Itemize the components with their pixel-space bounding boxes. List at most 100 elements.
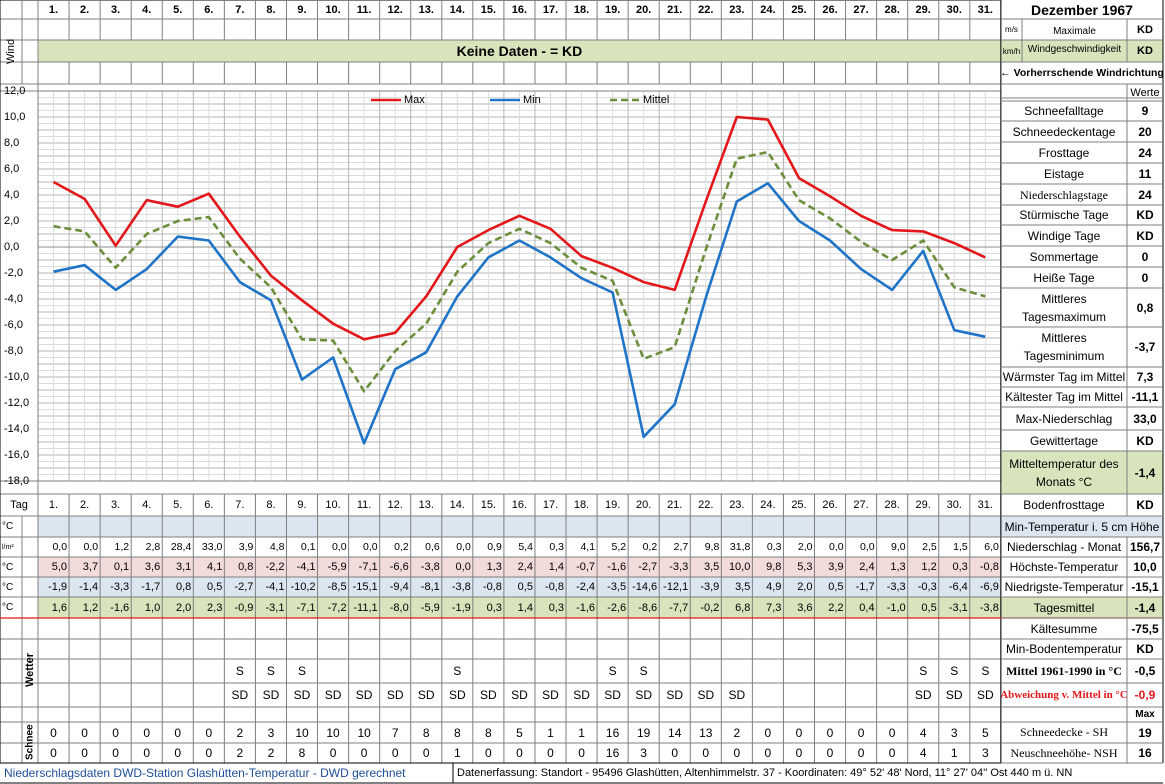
stat-label: Wärmster Tag im Mittel — [1002, 370, 1126, 384]
table-value-mittel: 0,3 — [548, 601, 564, 614]
table-value-min: -3,3 — [110, 581, 130, 593]
stat-value: KD — [1136, 228, 1154, 243]
snow-depth: 0 — [50, 725, 57, 740]
weather-snowcover — [193, 683, 224, 707]
table-value-min: -8,1 — [420, 581, 440, 593]
day-label: 3. — [111, 499, 121, 511]
weather-snowcover: SD — [511, 688, 528, 702]
new-snow-depth: 0 — [205, 746, 213, 760]
table-value-mittel: -3,1 — [265, 601, 285, 614]
new-snow-depth: 0 — [826, 746, 834, 760]
table-value-mittel: -1,6 — [110, 601, 130, 614]
y-tick-label: 10,0 — [4, 111, 26, 123]
weather-snow — [566, 659, 597, 683]
weather-snow: S — [453, 664, 462, 678]
stat-label: Frosttage — [1038, 145, 1090, 160]
table-value-max: -2,2 — [265, 561, 285, 573]
new-snow-depth: 0 — [733, 746, 741, 760]
table-value-nied: 0,1 — [300, 541, 316, 553]
table-value-nied: 0,2 — [642, 541, 658, 553]
stat-value: 20 — [1138, 124, 1152, 139]
snow-depth: 8 — [422, 725, 430, 740]
new-snow-depth: 3 — [981, 746, 989, 760]
new-snow-depth: 0 — [422, 746, 430, 760]
row-label-mittel: Tagesmittel — [1033, 600, 1095, 615]
stat-value: 0 — [1141, 270, 1149, 285]
table-value-min: -1,9 — [48, 581, 68, 593]
table-value-mittel: 2,2 — [828, 601, 844, 614]
day-header: 30. — [946, 3, 962, 16]
weather-snow — [690, 659, 721, 683]
table-value-nied: 0,0 — [52, 541, 68, 553]
snow-depth: 10 — [357, 725, 371, 740]
stat-value: KD — [1136, 498, 1154, 512]
table-value-nied: 3,9 — [238, 541, 254, 553]
y-tick-label: -18,0 — [4, 475, 30, 487]
table-value-mittel: 1,4 — [517, 601, 533, 614]
stat-value: 0,8 — [1136, 300, 1154, 315]
y-tick-label: -8,0 — [4, 345, 23, 357]
table-value-nied: 0,0 — [456, 541, 471, 553]
day-header: 7. — [235, 3, 245, 16]
no-data-band — [38, 40, 1001, 62]
weather-snowcover: SD — [635, 688, 652, 702]
table-value-mittel: 0,3 — [486, 601, 502, 614]
snow-depth: 0 — [205, 725, 213, 740]
y-tick-label: 6,0 — [4, 163, 20, 175]
row-summary-kaelte: -75,5 — [1131, 621, 1159, 636]
weather-snowcover — [783, 683, 814, 707]
stat-label: Schneedeckentage — [1012, 124, 1116, 139]
weather-snow — [473, 659, 504, 683]
max-row-band — [38, 557, 1001, 577]
table-value-max: 0,8 — [238, 561, 254, 573]
table-value-mittel: -7,7 — [669, 601, 689, 614]
new-snow-depth: 2 — [267, 746, 275, 760]
weather-snowcover: SD — [914, 688, 932, 702]
day-label: 16. — [511, 499, 528, 511]
kd-band — [1001, 40, 1163, 62]
table-value-max: 3,9 — [828, 561, 844, 573]
unit-label: °C — [2, 581, 14, 593]
table-value-mittel: 0,5 — [921, 601, 937, 614]
table-value-mittel: 0,4 — [859, 601, 875, 614]
unit-label: °C — [2, 521, 14, 532]
min5-label-band — [1001, 516, 1163, 537]
stat-value: 24 — [1138, 187, 1152, 202]
day-label: 2. — [79, 499, 90, 511]
table-value-min: -2,7 — [234, 581, 254, 593]
day-label: 8. — [266, 499, 276, 511]
max-wind-kmh: KD — [1137, 45, 1153, 57]
unit-ms: m/s — [1005, 25, 1018, 34]
table-value-max: 3,1 — [175, 561, 192, 573]
day-header: 22. — [698, 3, 714, 16]
weather-snowcover: SD — [542, 688, 559, 702]
day-header: 29. — [915, 3, 931, 16]
table-value-max: 1,3 — [486, 561, 502, 573]
day-label: 15. — [480, 499, 496, 511]
day-header: 9. — [297, 3, 307, 16]
legend-label-min: Min — [523, 94, 541, 106]
table-value-nied: 9,8 — [704, 541, 720, 553]
row-summary-max: 10,0 — [1133, 560, 1157, 574]
table-value-mittel: -1,0 — [886, 601, 906, 614]
new-snow-depth: 0 — [485, 746, 492, 760]
day-header: 17. — [542, 3, 559, 16]
table-value-min: -6,9 — [979, 581, 999, 593]
snow-depth: 19 — [636, 725, 651, 740]
new-snow-depth: 0 — [578, 746, 585, 760]
day-label: 10. — [325, 499, 341, 511]
stat-label: Bodenfrosttage — [1023, 498, 1105, 512]
weather-snowcover — [846, 683, 877, 707]
table-value-min: -6,4 — [948, 581, 968, 593]
table-value-mittel: 7,3 — [766, 601, 782, 614]
new-snow-depth: 2 — [236, 746, 244, 760]
day-header: 13. — [418, 3, 434, 16]
table-value-nied: 0,3 — [766, 541, 782, 553]
y-tick-label: -2,0 — [4, 267, 23, 279]
day-header: 15. — [480, 3, 496, 16]
row-summary-mittel: -1,4 — [1134, 600, 1156, 615]
new-snow-depth: 0 — [857, 746, 865, 760]
day-header: 1. — [48, 3, 59, 16]
unit-label: l/m² — [2, 543, 14, 551]
day-label: 13. — [418, 499, 434, 511]
